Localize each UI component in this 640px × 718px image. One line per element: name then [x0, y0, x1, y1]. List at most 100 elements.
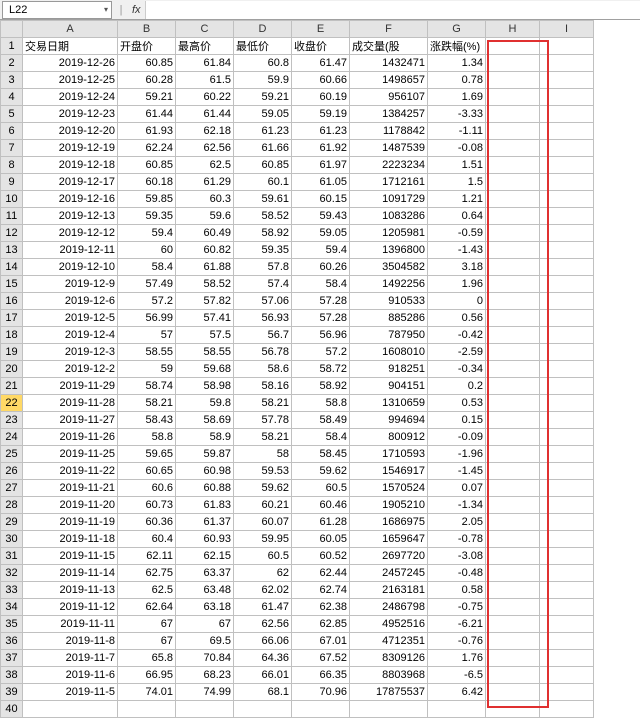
cell-G25[interactable]: -1.96: [428, 446, 486, 463]
cell-D26[interactable]: 59.53: [234, 463, 292, 480]
cell-D5[interactable]: 59.05: [234, 106, 292, 123]
row-header-38[interactable]: 38: [1, 667, 23, 684]
cell-I38[interactable]: [540, 667, 594, 684]
cell-H16[interactable]: [486, 293, 540, 310]
row-header-31[interactable]: 31: [1, 548, 23, 565]
cell-H37[interactable]: [486, 650, 540, 667]
cell-H14[interactable]: [486, 259, 540, 276]
cell-C39[interactable]: 74.99: [176, 684, 234, 701]
cell-G20[interactable]: -0.34: [428, 361, 486, 378]
cell-G22[interactable]: 0.53: [428, 395, 486, 412]
cell-I32[interactable]: [540, 565, 594, 582]
cell-D27[interactable]: 59.62: [234, 480, 292, 497]
cell-B25[interactable]: 59.65: [118, 446, 176, 463]
cell-F36[interactable]: 4712351: [350, 633, 428, 650]
col-header-H[interactable]: H: [486, 21, 540, 38]
cell-F23[interactable]: 994694: [350, 412, 428, 429]
cell-C21[interactable]: 58.98: [176, 378, 234, 395]
cell-D40[interactable]: [234, 701, 292, 718]
cell-C27[interactable]: 60.88: [176, 480, 234, 497]
cell-E17[interactable]: 57.28: [292, 310, 350, 327]
row-header-33[interactable]: 33: [1, 582, 23, 599]
cell-E29[interactable]: 61.28: [292, 514, 350, 531]
cell-B13[interactable]: 60: [118, 242, 176, 259]
cell-B28[interactable]: 60.73: [118, 497, 176, 514]
cell-F12[interactable]: 1205981: [350, 225, 428, 242]
cell-B34[interactable]: 62.64: [118, 599, 176, 616]
cell-F34[interactable]: 2486798: [350, 599, 428, 616]
cell-H22[interactable]: [486, 395, 540, 412]
row-header-39[interactable]: 39: [1, 684, 23, 701]
cell-F31[interactable]: 2697720: [350, 548, 428, 565]
cell-E10[interactable]: 60.15: [292, 191, 350, 208]
cell-G34[interactable]: -0.75: [428, 599, 486, 616]
col-header-B[interactable]: B: [118, 21, 176, 38]
cell-H27[interactable]: [486, 480, 540, 497]
cell-F37[interactable]: 8309126: [350, 650, 428, 667]
cell-A38[interactable]: 2019-11-6: [23, 667, 118, 684]
row-header-25[interactable]: 25: [1, 446, 23, 463]
cell-E39[interactable]: 70.96: [292, 684, 350, 701]
cell-B7[interactable]: 62.24: [118, 140, 176, 157]
cell-F16[interactable]: 910533: [350, 293, 428, 310]
cell-F2[interactable]: 1432471: [350, 55, 428, 72]
cell-E26[interactable]: 59.62: [292, 463, 350, 480]
cell-F18[interactable]: 787950: [350, 327, 428, 344]
cell-A6[interactable]: 2019-12-20: [23, 123, 118, 140]
cell-C24[interactable]: 58.9: [176, 429, 234, 446]
name-box[interactable]: L22 ▾: [2, 1, 112, 19]
row-header-27[interactable]: 27: [1, 480, 23, 497]
cell-H21[interactable]: [486, 378, 540, 395]
cell-B19[interactable]: 58.55: [118, 344, 176, 361]
cell-E35[interactable]: 62.85: [292, 616, 350, 633]
cell-I3[interactable]: [540, 72, 594, 89]
row-header-10[interactable]: 10: [1, 191, 23, 208]
row-header-11[interactable]: 11: [1, 208, 23, 225]
cell-D2[interactable]: 60.8: [234, 55, 292, 72]
cell-C14[interactable]: 61.88: [176, 259, 234, 276]
cell-F28[interactable]: 1905210: [350, 497, 428, 514]
cell-D39[interactable]: 68.1: [234, 684, 292, 701]
cell-I4[interactable]: [540, 89, 594, 106]
cell-D8[interactable]: 60.85: [234, 157, 292, 174]
cell-H11[interactable]: [486, 208, 540, 225]
cell-H25[interactable]: [486, 446, 540, 463]
cell-H3[interactable]: [486, 72, 540, 89]
cell-D16[interactable]: 57.06: [234, 293, 292, 310]
row-header-1[interactable]: 1: [1, 38, 23, 55]
row-header-13[interactable]: 13: [1, 242, 23, 259]
cell-D11[interactable]: 58.52: [234, 208, 292, 225]
cell-header-A1[interactable]: 交易日期: [23, 38, 118, 55]
cell-C28[interactable]: 61.83: [176, 497, 234, 514]
cell-D4[interactable]: 59.21: [234, 89, 292, 106]
cell-G37[interactable]: 1.76: [428, 650, 486, 667]
cell-B38[interactable]: 66.95: [118, 667, 176, 684]
cell-I15[interactable]: [540, 276, 594, 293]
cell-F6[interactable]: 1178842: [350, 123, 428, 140]
cell-D3[interactable]: 59.9: [234, 72, 292, 89]
cell-H7[interactable]: [486, 140, 540, 157]
row-header-8[interactable]: 8: [1, 157, 23, 174]
cell-B18[interactable]: 57: [118, 327, 176, 344]
cell-A12[interactable]: 2019-12-12: [23, 225, 118, 242]
cell-D25[interactable]: 58: [234, 446, 292, 463]
cell-G10[interactable]: 1.21: [428, 191, 486, 208]
cell-header-G1[interactable]: 涨跌幅(%): [428, 38, 486, 55]
cell-B32[interactable]: 62.75: [118, 565, 176, 582]
cell-F17[interactable]: 885286: [350, 310, 428, 327]
cell-A24[interactable]: 2019-11-26: [23, 429, 118, 446]
cell-I14[interactable]: [540, 259, 594, 276]
cell-A10[interactable]: 2019-12-16: [23, 191, 118, 208]
cell-B37[interactable]: 65.8: [118, 650, 176, 667]
cell-I17[interactable]: [540, 310, 594, 327]
cell-H8[interactable]: [486, 157, 540, 174]
cell-A37[interactable]: 2019-11-7: [23, 650, 118, 667]
cell-B8[interactable]: 60.85: [118, 157, 176, 174]
col-header-A[interactable]: A: [23, 21, 118, 38]
cell-H18[interactable]: [486, 327, 540, 344]
cell-C5[interactable]: 61.44: [176, 106, 234, 123]
row-header-17[interactable]: 17: [1, 310, 23, 327]
cell-B2[interactable]: 60.85: [118, 55, 176, 72]
cell-B3[interactable]: 60.28: [118, 72, 176, 89]
cell-D19[interactable]: 56.78: [234, 344, 292, 361]
